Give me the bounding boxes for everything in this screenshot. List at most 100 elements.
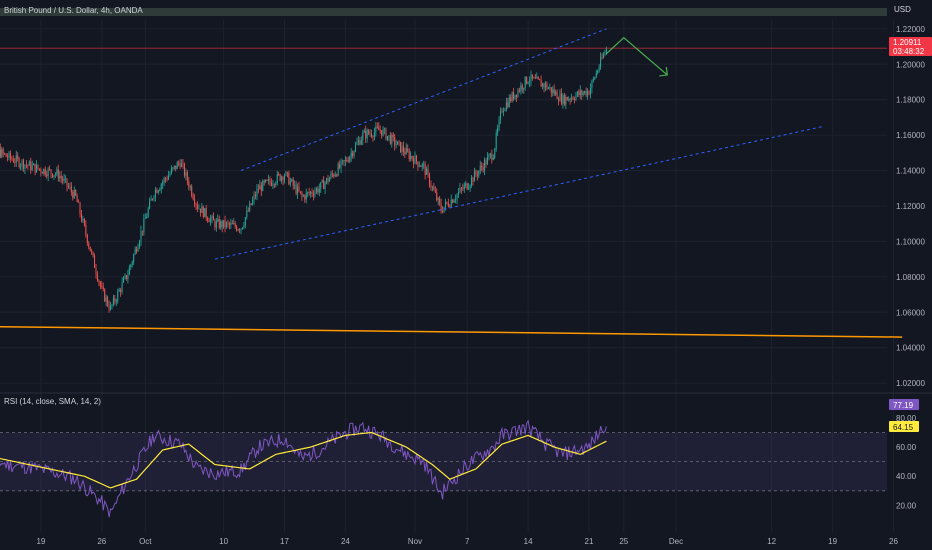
projection-arrow-head	[659, 66, 668, 77]
candle-body	[549, 87, 551, 89]
candle-body	[518, 89, 520, 92]
candle-body	[4, 153, 6, 155]
time-axis-label: Dec	[669, 537, 683, 546]
candle-body	[408, 151, 410, 159]
candle-body	[297, 186, 299, 194]
candle-body	[414, 155, 416, 164]
price-tick-label: 1.14000	[896, 167, 925, 176]
candle-body	[217, 219, 219, 222]
candle-body	[465, 183, 467, 186]
candle-body	[360, 139, 362, 145]
candle-body	[201, 206, 203, 213]
candle-body	[308, 192, 310, 194]
candle-body	[395, 144, 397, 146]
candle-body	[94, 255, 96, 268]
candle-body	[514, 94, 516, 99]
candle-body	[410, 155, 412, 159]
candle-body	[597, 70, 599, 73]
candle-body	[556, 91, 558, 100]
candle-body	[109, 305, 112, 310]
candle-body	[575, 95, 577, 100]
candle-body	[421, 163, 423, 167]
candle-body	[291, 179, 293, 181]
candle-body	[498, 118, 500, 129]
candle-body	[399, 141, 402, 152]
candle-body	[283, 175, 286, 181]
candle-body	[269, 179, 271, 183]
candle-body	[347, 161, 349, 162]
candle-body	[489, 153, 491, 155]
current-price-badge	[889, 37, 932, 56]
candle-body	[539, 79, 541, 81]
candle-body	[36, 164, 38, 173]
candle-body	[449, 206, 451, 207]
candle-body	[553, 89, 555, 95]
candle-body	[298, 186, 300, 192]
candle-body	[75, 190, 77, 196]
candle-body	[288, 172, 290, 185]
candle-body	[17, 155, 19, 159]
candle-body	[146, 216, 148, 219]
candle-body	[353, 151, 355, 156]
candle-body	[37, 164, 39, 169]
candle-body	[144, 218, 146, 220]
candle-body	[86, 234, 88, 244]
candle-body	[239, 229, 241, 231]
candle-body	[156, 189, 158, 193]
candle-body	[188, 181, 190, 188]
time-axis-label: 26	[889, 537, 898, 546]
candle-body	[386, 136, 388, 140]
candle-body	[253, 194, 255, 200]
candle-body	[230, 223, 232, 226]
candle-body	[205, 208, 207, 218]
candle-body	[91, 251, 93, 252]
candle-body	[444, 201, 446, 207]
candle-body	[53, 175, 55, 177]
candle-body	[491, 153, 493, 160]
candle-body	[571, 97, 573, 100]
candle-body	[79, 202, 81, 214]
candle-body	[273, 184, 275, 186]
candle-body	[366, 130, 368, 139]
candle-body	[215, 221, 217, 228]
candle-body	[550, 87, 552, 93]
candle-body	[604, 52, 606, 55]
candle-body	[510, 97, 512, 102]
candle-body	[471, 177, 473, 186]
candle-body	[167, 175, 170, 180]
candle-body	[189, 186, 191, 188]
candlesticks	[0, 46, 607, 313]
candle-body	[44, 168, 46, 175]
candle-body	[459, 188, 461, 193]
candle-body	[11, 158, 13, 160]
time-axis-label: 21	[585, 537, 594, 546]
candle-body	[108, 305, 110, 310]
candle-body	[112, 297, 114, 305]
candle-body	[330, 173, 332, 179]
candle-body	[352, 152, 354, 156]
candle-body	[33, 163, 35, 166]
candle-body	[370, 133, 373, 137]
candle-body	[600, 57, 602, 68]
candle-body	[328, 178, 330, 182]
candle-body	[54, 173, 56, 176]
rsi-line	[0, 419, 607, 518]
candle-body	[481, 165, 483, 168]
candle-body	[323, 180, 325, 190]
candle-body	[472, 177, 474, 182]
candle-body	[543, 83, 545, 88]
time-axis-label: 12	[767, 537, 776, 546]
candle-body	[537, 77, 539, 80]
candle-body	[57, 169, 59, 179]
candle-body	[375, 126, 377, 132]
rsi-band	[0, 432, 887, 492]
header-bar	[0, 8, 887, 16]
candle-body	[207, 217, 209, 221]
candle-body	[279, 174, 281, 181]
candle-body	[141, 230, 143, 232]
candle-body	[389, 135, 391, 144]
time-axis-label: 25	[619, 537, 628, 546]
candle-body	[305, 192, 307, 200]
sma-value-label: 64.15	[889, 421, 919, 432]
